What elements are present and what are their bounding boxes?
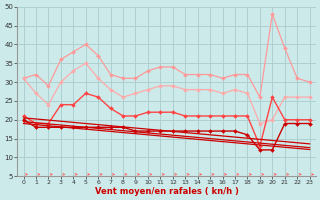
X-axis label: Vent moyen/en rafales ( kn/h ): Vent moyen/en rafales ( kn/h ) [95,187,238,196]
